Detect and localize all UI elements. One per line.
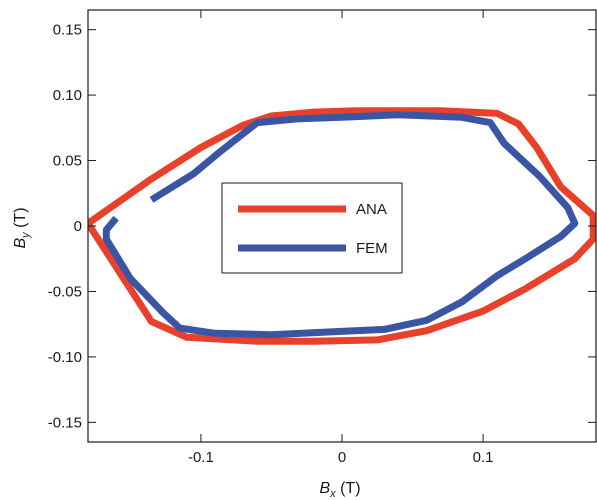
x-tick-labels: -0.1 0 0.1: [188, 449, 494, 466]
series-line-fem: [102, 111, 579, 339]
x-axis-label: Bx (T): [319, 480, 360, 500]
y-tick-label: 0.05: [53, 153, 82, 170]
x-axis-label-symbol: B: [319, 480, 330, 497]
y-tick-label: -0.05: [48, 283, 82, 300]
y-tick-label: -0.15: [48, 414, 82, 431]
y-axis-label-subscript: y: [20, 231, 32, 239]
x-tick-label: 0.1: [473, 449, 494, 466]
legend: ANA FEM: [221, 182, 403, 274]
x-tick-label: 0: [338, 449, 346, 466]
x-axis-label-subscript: x: [329, 488, 336, 500]
plot-data-layer: [88, 107, 596, 345]
y-axis-label-unit: (T): [12, 207, 29, 232]
legend-label-ana: ANA: [356, 201, 387, 218]
y-axis-label: By (T): [12, 207, 32, 248]
x-axis-label-unit: (T): [336, 480, 361, 497]
tick-marks: [88, 10, 596, 442]
legend-label-fem: FEM: [356, 240, 388, 257]
y-tick-label: 0.15: [53, 22, 82, 39]
legend-box: [221, 182, 403, 274]
x-tick-label: -0.1: [188, 449, 214, 466]
y-tick-label: 0.10: [53, 87, 82, 104]
y-axis-label-symbol: B: [12, 238, 29, 249]
y-tick-label: -0.10: [48, 349, 82, 366]
series-line-ana: [88, 107, 596, 345]
y-tick-label: 0: [74, 218, 82, 235]
y-tick-labels: 0.15 0.10 0.05 0 -0.05 -0.10 -0.15: [48, 22, 82, 432]
